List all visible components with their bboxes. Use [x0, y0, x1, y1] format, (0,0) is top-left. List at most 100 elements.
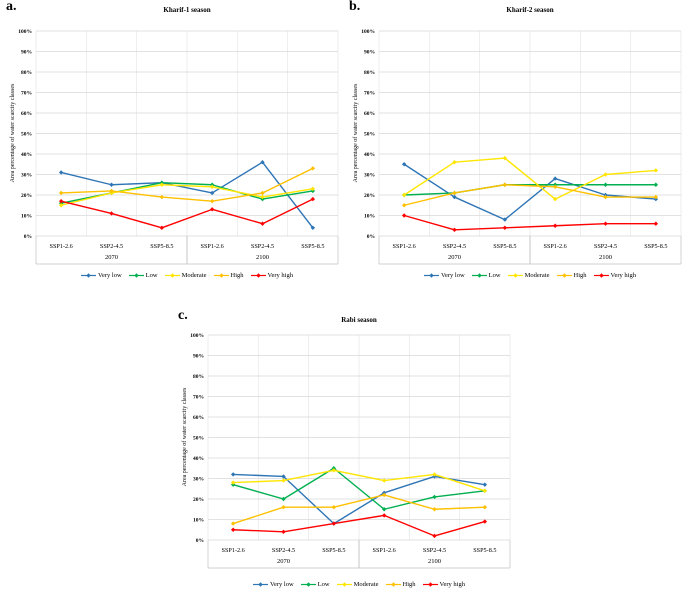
data-point-marker-high — [230, 521, 236, 526]
chart-title: Rabi season — [341, 316, 377, 324]
legend-marker-icon — [81, 273, 97, 278]
x-group-label: 2070 — [448, 254, 461, 261]
y-tick-label: 80% — [193, 374, 204, 380]
data-point-marker-very-low — [109, 182, 114, 187]
series-line-low — [232, 467, 485, 510]
x-group-label: 2070 — [105, 254, 118, 261]
legend-label: Very high — [267, 272, 293, 279]
data-point-marker-very-low — [482, 482, 488, 487]
legend-marker-icon — [300, 582, 316, 587]
x-category-label: SSP1-2.6 — [50, 243, 73, 250]
y-tick-label: 100% — [190, 333, 204, 339]
series-line-very-low — [403, 163, 656, 221]
data-point-marker-moderate — [281, 478, 286, 483]
legend-marker-icon — [213, 273, 229, 278]
y-tick-label: 60% — [193, 415, 204, 421]
legend-label: Very high — [610, 272, 636, 279]
data-point-marker-very-low — [310, 225, 316, 230]
data-point-marker-high — [381, 492, 387, 498]
series-line-high — [61, 167, 314, 202]
data-point-marker-moderate — [310, 186, 316, 192]
legend-item-moderate: Moderate — [507, 272, 550, 279]
data-point-marker-moderate — [381, 478, 387, 483]
panel-label: a. — [6, 0, 17, 14]
data-point-marker-moderate — [432, 472, 437, 477]
x-category-label: SSP1-2.6 — [544, 243, 567, 250]
legend-marker-icon — [128, 273, 144, 278]
data-point-marker-high — [310, 166, 316, 171]
data-point-marker-moderate — [230, 480, 236, 485]
y-tick-label: 80% — [21, 70, 32, 76]
y-tick-label: 80% — [364, 70, 375, 76]
y-tick-label: 40% — [21, 152, 32, 158]
legend-item-moderate: Moderate — [336, 581, 379, 588]
x-category-label: SSP2-4.5 — [423, 547, 446, 554]
y-tick-label: 10% — [364, 214, 375, 220]
legend-label: Very high — [439, 581, 465, 588]
series-line-moderate — [61, 184, 313, 206]
y-tick-label: 0% — [24, 234, 32, 240]
x-group-label: 2070 — [277, 558, 290, 565]
data-point-marker-low — [603, 182, 608, 187]
y-tick-label: 10% — [21, 214, 32, 220]
y-tick-label: 90% — [193, 354, 204, 360]
data-point-marker-very-high — [58, 198, 64, 204]
data-point-marker-high — [209, 198, 215, 204]
legend-label: Very low — [441, 272, 465, 279]
series-line-very-low — [61, 161, 314, 229]
legend-label: Very low — [98, 272, 122, 279]
x-category-label: SSP2-4.5 — [272, 547, 295, 554]
data-point-marker-very-low — [260, 160, 265, 165]
y-tick-label: 70% — [193, 395, 204, 401]
legend-marker-icon — [164, 273, 180, 278]
data-point-marker-high — [109, 188, 114, 194]
legend-label: Low — [488, 272, 501, 279]
data-point-marker-very-high — [159, 225, 165, 230]
data-point-marker-moderate — [452, 160, 457, 165]
data-point-marker-moderate — [159, 182, 165, 187]
data-point-marker-very-high — [260, 221, 265, 226]
legend-item-very-high: Very high — [593, 272, 636, 279]
legend-item-low: Low — [128, 272, 158, 279]
y-tick-label: 10% — [193, 518, 204, 524]
data-point-marker-very-high — [502, 225, 508, 230]
data-point-marker-very-high — [381, 513, 387, 518]
x-category-label: SSP1-2.6 — [222, 547, 245, 554]
plot-area: 0% 10% 20% 30% 40% 50% 60% 70% 80% 90% 100% SSP1-2.… — [18, 29, 339, 265]
data-point-marker-very-low — [452, 194, 457, 200]
y-tick-label: 50% — [364, 132, 375, 138]
data-point-marker-moderate — [653, 168, 659, 173]
legend-item-low: Low — [471, 272, 501, 279]
data-point-marker-very-low — [281, 474, 286, 479]
panel-label: c. — [178, 308, 188, 323]
y-tick-label: 40% — [193, 456, 204, 462]
legend-label: High — [573, 272, 587, 279]
y-tick-label: 30% — [364, 173, 375, 179]
y-tick-label: 70% — [364, 91, 375, 97]
data-point-marker-high — [159, 194, 165, 200]
data-point-marker-moderate — [209, 184, 215, 189]
y-tick-label: 50% — [193, 436, 204, 442]
data-point-marker-moderate — [260, 194, 265, 200]
x-category-label: SSP2-4.5 — [100, 243, 123, 250]
y-tick-label: 90% — [364, 50, 375, 56]
legend-label: Moderate — [181, 272, 207, 279]
legend: Very low Low Moderate High Very high — [208, 581, 510, 588]
data-point-marker-low — [381, 507, 387, 512]
legend-item-very-high: Very high — [422, 581, 465, 588]
y-tick-label: 60% — [364, 111, 375, 117]
data-point-marker-moderate — [331, 468, 337, 473]
y-tick-label: 40% — [364, 152, 375, 158]
data-point-marker-high — [482, 505, 488, 510]
data-point-marker-low — [281, 496, 286, 502]
data-point-marker-moderate — [603, 172, 608, 177]
series-line-low — [404, 184, 656, 196]
legend-marker-icon — [507, 273, 523, 278]
data-point-marker-very-high — [109, 211, 114, 216]
legend-marker-icon — [556, 273, 572, 278]
data-point-marker-very-high — [281, 529, 286, 534]
legend-marker-icon — [385, 582, 401, 587]
data-point-marker-very-low — [209, 190, 215, 196]
data-point-marker-low — [432, 494, 437, 500]
